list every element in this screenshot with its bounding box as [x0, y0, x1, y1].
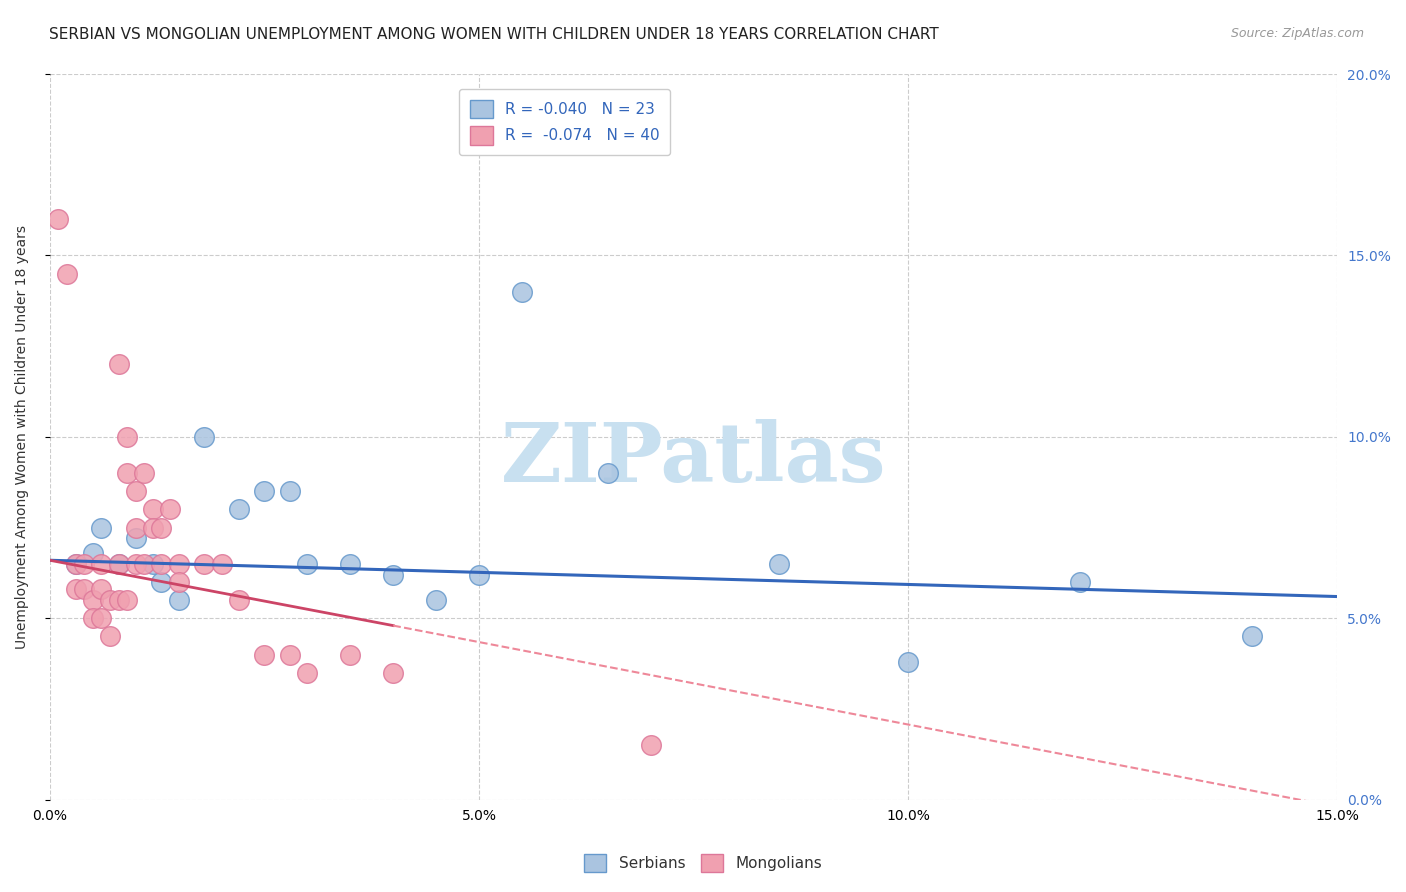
Point: [134, 466, 156, 480]
Point: [82, 593, 104, 607]
Point: [159, 502, 181, 516]
Point: [150, 520, 173, 534]
Point: [134, 557, 156, 571]
Point: [897, 655, 920, 669]
Point: [107, 557, 129, 571]
Point: [211, 557, 233, 571]
Point: [142, 502, 165, 516]
Point: [1240, 630, 1263, 644]
Point: [510, 285, 533, 299]
Point: [297, 557, 319, 571]
Point: [468, 567, 491, 582]
Point: [1069, 575, 1091, 590]
Point: [278, 484, 301, 499]
Point: [382, 567, 405, 582]
Point: [82, 611, 104, 625]
Point: [150, 575, 173, 590]
Point: [115, 593, 138, 607]
Point: [107, 557, 129, 571]
Point: [768, 557, 790, 571]
Point: [90, 557, 112, 571]
Text: Source: ZipAtlas.com: Source: ZipAtlas.com: [1230, 27, 1364, 40]
Point: [167, 575, 190, 590]
Point: [115, 430, 138, 444]
Point: [56, 267, 79, 281]
Point: [253, 648, 276, 662]
Point: [107, 593, 129, 607]
Point: [90, 520, 112, 534]
Point: [253, 484, 276, 499]
Point: [425, 593, 447, 607]
Point: [339, 648, 361, 662]
Point: [640, 739, 662, 753]
Point: [65, 557, 87, 571]
Point: [167, 593, 190, 607]
Point: [228, 502, 250, 516]
Legend: Serbians, Mongolians: Serbians, Mongolians: [576, 846, 830, 880]
Point: [193, 557, 215, 571]
Point: [167, 557, 190, 571]
Text: ZIPatlas: ZIPatlas: [501, 418, 886, 499]
Legend: R = -0.040   N = 23, R =  -0.074   N = 40: R = -0.040 N = 23, R = -0.074 N = 40: [460, 89, 671, 155]
Point: [90, 611, 112, 625]
Point: [124, 557, 146, 571]
Point: [382, 665, 405, 680]
Point: [65, 557, 87, 571]
Point: [82, 546, 104, 560]
Point: [98, 630, 121, 644]
Point: [142, 557, 165, 571]
Point: [90, 582, 112, 597]
Point: [65, 582, 87, 597]
Text: SERBIAN VS MONGOLIAN UNEMPLOYMENT AMONG WOMEN WITH CHILDREN UNDER 18 YEARS CORRE: SERBIAN VS MONGOLIAN UNEMPLOYMENT AMONG …: [49, 27, 939, 42]
Point: [73, 582, 96, 597]
Point: [48, 212, 70, 227]
Point: [98, 593, 121, 607]
Point: [115, 466, 138, 480]
Point: [150, 557, 173, 571]
Point: [124, 520, 146, 534]
Point: [278, 648, 301, 662]
Point: [596, 466, 619, 480]
Point: [142, 520, 165, 534]
Point: [228, 593, 250, 607]
Point: [297, 665, 319, 680]
Point: [124, 532, 146, 546]
Y-axis label: Unemployment Among Women with Children Under 18 years: Unemployment Among Women with Children U…: [15, 225, 30, 648]
Point: [193, 430, 215, 444]
Point: [124, 484, 146, 499]
Point: [339, 557, 361, 571]
Point: [107, 357, 129, 371]
Point: [73, 557, 96, 571]
